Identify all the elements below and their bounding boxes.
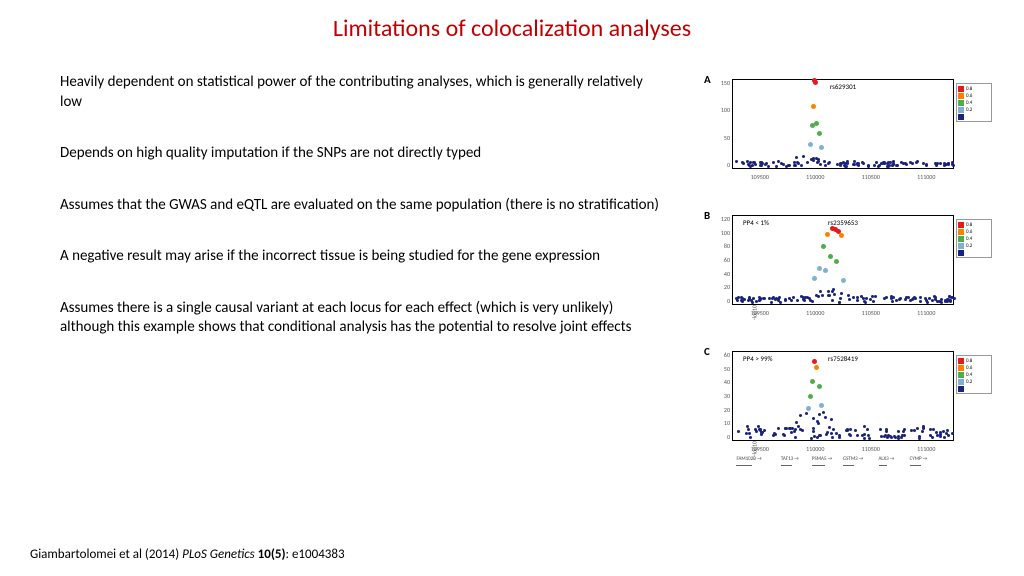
gene-label: GSTM3 →	[843, 456, 863, 462]
chart-panel-c: C-log10(pvalue) for expression of SYPL2r…	[704, 345, 994, 475]
y-ticks: 050100150	[720, 79, 730, 169]
citation-journal: PLoS Genetics	[182, 547, 255, 562]
color-legend: 0.80.60.40.2	[956, 355, 992, 394]
chart-panel-a: A-log10(pvalue) for LDLrs629301050100150…	[704, 73, 994, 203]
page-title: Limitations of colocalization analyses	[0, 0, 1024, 43]
x-ticks: 109500110000110500111000	[732, 309, 954, 317]
gene-label: TAF13 →	[781, 456, 799, 462]
x-ticks: 109500110000110500111000	[732, 173, 954, 181]
gene-label: FAM102B →	[736, 456, 761, 462]
bullet-2: Depends on high quality imputation if th…	[60, 144, 664, 164]
pp4-label: PP4 > 99%	[743, 354, 773, 363]
color-legend: 0.80.60.40.2	[956, 83, 992, 122]
chart-plot-area: rs2359653PP4 < 1%	[732, 215, 954, 305]
charts-column: A-log10(pvalue) for LDLrs629301050100150…	[704, 73, 994, 475]
panel-label: B	[704, 209, 710, 222]
bullet-1: Heavily dependent on statistical power o…	[60, 73, 664, 112]
content-area: Heavily dependent on statistical power o…	[0, 43, 1024, 475]
chart-plot-area: rs629301	[732, 79, 954, 169]
panel-label: C	[704, 345, 710, 358]
gene-label: CYMP →	[910, 456, 928, 462]
gene-track: FAM102B → TAF13 → PSMA5 → GSTM3 → ALX3 → CYMP…	[732, 456, 954, 470]
y-ticks: 0102030405060	[720, 351, 730, 441]
pp4-label: PP4 < 1%	[743, 218, 769, 227]
bullets-column: Heavily dependent on statistical power o…	[60, 73, 704, 475]
gene-label: PSMA5 →	[812, 456, 832, 462]
bullet-3: Assumes that the GWAS and eQTL are evalu…	[60, 196, 664, 216]
bullet-5: Assumes there is a single causal variant…	[60, 299, 664, 338]
bullet-4: A negative result may arise if the incor…	[60, 247, 664, 267]
y-ticks: 020406080100120	[720, 215, 730, 305]
citation-author: Giambartolomei et al (2014)	[30, 547, 182, 562]
gene-label: ALX3 →	[879, 456, 895, 462]
color-legend: 0.80.60.40.2	[956, 219, 992, 258]
citation-pages: : e1004383	[286, 547, 345, 562]
lead-snp-label: rs7528419	[828, 354, 858, 363]
citation: Giambartolomei et al (2014) PLoS Genetic…	[30, 547, 345, 562]
chart-panel-b: B-log10(pvalue) for expression of SYPL2r…	[704, 209, 994, 339]
panel-label: A	[704, 73, 711, 86]
lead-snp-label: rs629301	[830, 82, 856, 91]
citation-volume: 10(5)	[255, 547, 286, 562]
x-ticks: 109500110000110500111000	[732, 445, 954, 453]
chart-plot-area: rs7528419 PP4 > 99%	[732, 351, 954, 441]
